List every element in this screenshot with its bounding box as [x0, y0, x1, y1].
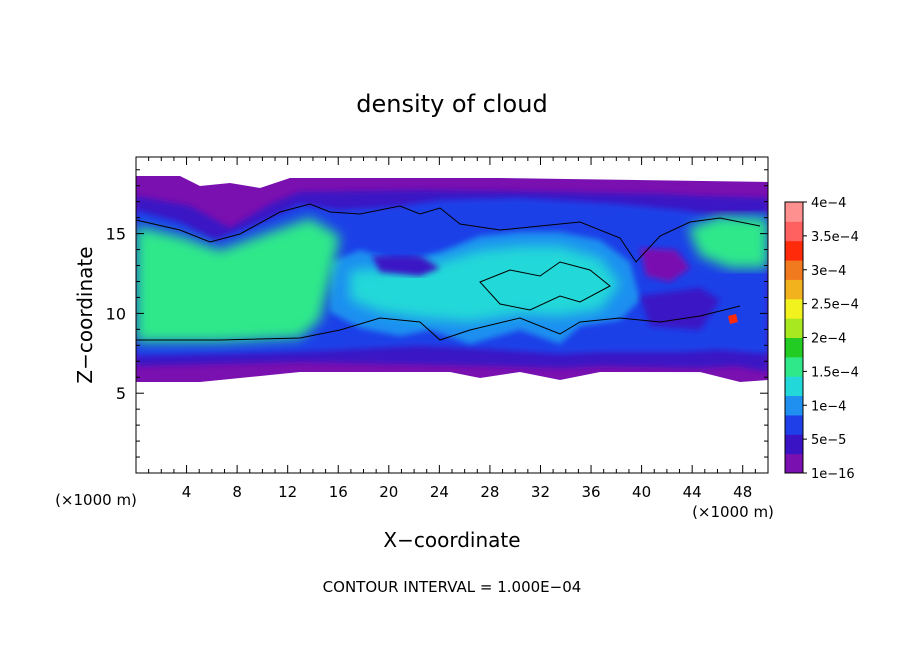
colorbar-label: 3.5e−4: [811, 230, 859, 245]
colorbar-swatch: [785, 298, 803, 319]
field-hotspot: [728, 314, 738, 324]
colorbar-swatch: [785, 279, 803, 300]
chart-title: density of cloud: [356, 90, 547, 118]
field-level-5: [350, 246, 620, 322]
contour-line-lower: [136, 305, 741, 341]
x-tick-label: 28: [480, 483, 499, 501]
colorbar-label: 4e−4: [811, 196, 846, 211]
x-tick-label: 48: [733, 483, 752, 501]
x-axis-label: X−coordinate: [383, 528, 520, 552]
colorbar-swatch: [785, 414, 803, 435]
colorbar-swatch: [785, 318, 803, 338]
x-tick-label: 32: [531, 483, 550, 501]
field-level-6: [136, 218, 340, 342]
x-tick-label: 8: [232, 483, 242, 501]
colorbar: 1e−16 5e−5 1e−4 1.5e−4 2e−4 2.5e−4 3e−4 3.5e−4 4…: [784, 196, 859, 482]
x-unit-right: (×1000 m): [692, 503, 774, 521]
colorbar-swatch: [785, 453, 803, 474]
y-axis-ticks: 5 10 15: [106, 169, 768, 458]
contour-interval-note: CONTOUR INTERVAL = 1.000E−04: [323, 578, 582, 596]
x-tick-label: 36: [581, 483, 600, 501]
y-tick-label: 15: [106, 225, 126, 244]
field-pocket-3: [640, 288, 720, 330]
contour-line-inner: [479, 261, 611, 311]
colorbar-swatch: [785, 434, 803, 455]
colorbar-label: 1e−16: [811, 467, 855, 482]
x-tick-label: 44: [683, 483, 702, 501]
colorbar-swatch: [785, 395, 803, 416]
y-tick-label: 5: [116, 384, 126, 403]
x-tick-label: 24: [430, 483, 449, 501]
colorbar-label: 2e−4: [811, 332, 846, 347]
contour-line-main: [136, 203, 761, 263]
density-field: [136, 176, 768, 382]
x-tick-label: 16: [329, 483, 348, 501]
y-tick-label: 10: [106, 304, 126, 323]
field-pocket-1: [372, 256, 440, 276]
colorbar-swatch: [785, 260, 803, 280]
colorbar-swatch: [785, 337, 803, 358]
x-tick-label: 20: [379, 483, 398, 501]
colorbar-swatch: [785, 221, 803, 242]
colorbar-label: 3e−4: [811, 264, 846, 279]
colorbar-swatch: [785, 240, 803, 261]
x-tick-label: 40: [632, 483, 651, 501]
x-tick-label: 12: [278, 483, 297, 501]
x-unit-left: (×1000 m): [55, 491, 137, 509]
colorbar-label: 1e−4: [811, 399, 846, 414]
field-pocket-2: [640, 248, 690, 282]
colorbar-label: 1.5e−4: [811, 365, 859, 380]
y-axis-label: Z−coordinate: [73, 246, 97, 383]
colorbar-swatch: [785, 376, 803, 397]
colorbar-swatch: [785, 202, 803, 222]
x-axis-ticks: 4 8 12 16 20 24 28 32 36 40 44 48: [148, 157, 756, 501]
x-tick-label: 4: [182, 483, 192, 501]
colorbar-swatch: [785, 356, 803, 377]
field-level-7: [688, 216, 768, 268]
colorbar-label: 2.5e−4: [811, 298, 859, 313]
colorbar-label: 5e−5: [811, 433, 846, 448]
